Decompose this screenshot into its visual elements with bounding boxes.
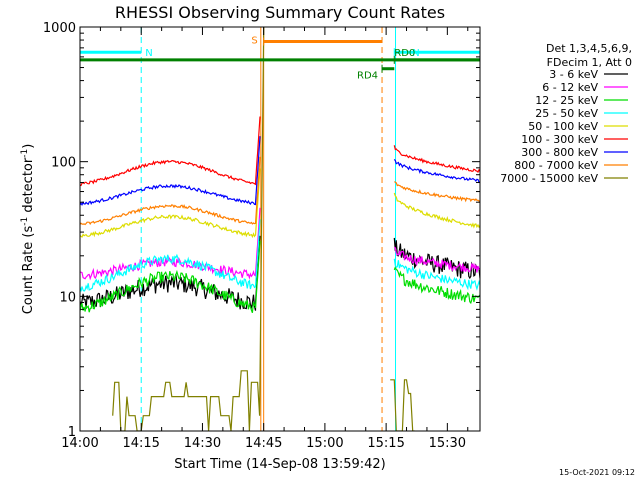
series-line-5 xyxy=(80,116,480,187)
legend-header-line-2: FDecim 1, Att 0 xyxy=(547,56,632,69)
y-tick-label: 100 xyxy=(51,156,76,171)
series-line-2 xyxy=(80,240,480,314)
series-line-3 xyxy=(80,219,480,292)
annotation-label-s: S xyxy=(251,36,257,47)
series-line-7 xyxy=(80,156,480,226)
chart-title: RHESSI Observing Summary Count Rates xyxy=(115,3,445,22)
legend-entry-0: 3 - 6 keV xyxy=(549,68,598,81)
y-tick-label: 10 xyxy=(59,290,76,305)
legend: Det 1,3,4,5,6,9, FDecim 1, Att 0 3 - 6 k… xyxy=(500,42,632,185)
x-tick-label: 15:00 xyxy=(306,436,343,451)
legend-entry-2: 12 - 25 keV xyxy=(535,94,598,107)
x-axis-label: Start Time (14-Sep-08 13:59:42) xyxy=(174,457,385,472)
x-tick-label: 14:45 xyxy=(245,436,282,451)
legend-entry-5: 100 - 300 keV xyxy=(521,133,598,146)
series-line-6 xyxy=(80,136,480,207)
y-tick-label: 1 xyxy=(68,425,76,440)
annotation-label-rd0: RD0 xyxy=(394,48,415,59)
series-line-8 xyxy=(112,27,415,431)
series-line-4 xyxy=(80,168,480,239)
x-tick-label: 14:30 xyxy=(184,436,221,451)
x-tick-label: 14:00 xyxy=(61,436,98,451)
annotation-label-n: N xyxy=(145,48,152,59)
timestamp: 15-Oct-2021 09:12 xyxy=(559,468,635,477)
annotation-label-n: N xyxy=(412,48,419,59)
legend-entry-4: 50 - 100 keV xyxy=(528,120,598,133)
legend-entry-7: 800 - 7000 keV xyxy=(514,159,598,172)
y-tick-label: 1000 xyxy=(43,21,76,36)
x-tick-label: 14:15 xyxy=(122,436,159,451)
annotation-label-rd4: RD4 xyxy=(357,71,378,82)
y-axis-label: Count Rate (s-1 detector-1) xyxy=(20,144,36,315)
annotation-layer: N N S RD4 RD0 xyxy=(79,36,480,82)
legend-entry-3: 25 - 50 keV xyxy=(535,107,598,120)
plot-frame xyxy=(79,26,481,432)
x-tick-label: 15:15 xyxy=(367,436,404,451)
legend-entry-1: 6 - 12 keV xyxy=(542,81,598,94)
legend-entry-8: 7000 - 15000 keV xyxy=(500,172,598,185)
axes: 14:00 14:15 14:30 14:45 15:00 15:15 15:30 1 10 10… xyxy=(43,21,480,451)
legend-entry-6: 300 - 800 keV xyxy=(521,146,598,159)
series-layer xyxy=(80,27,480,431)
x-tick-label: 15:30 xyxy=(429,436,466,451)
legend-header-line-1: Det 1,3,4,5,6,9, xyxy=(546,42,632,55)
